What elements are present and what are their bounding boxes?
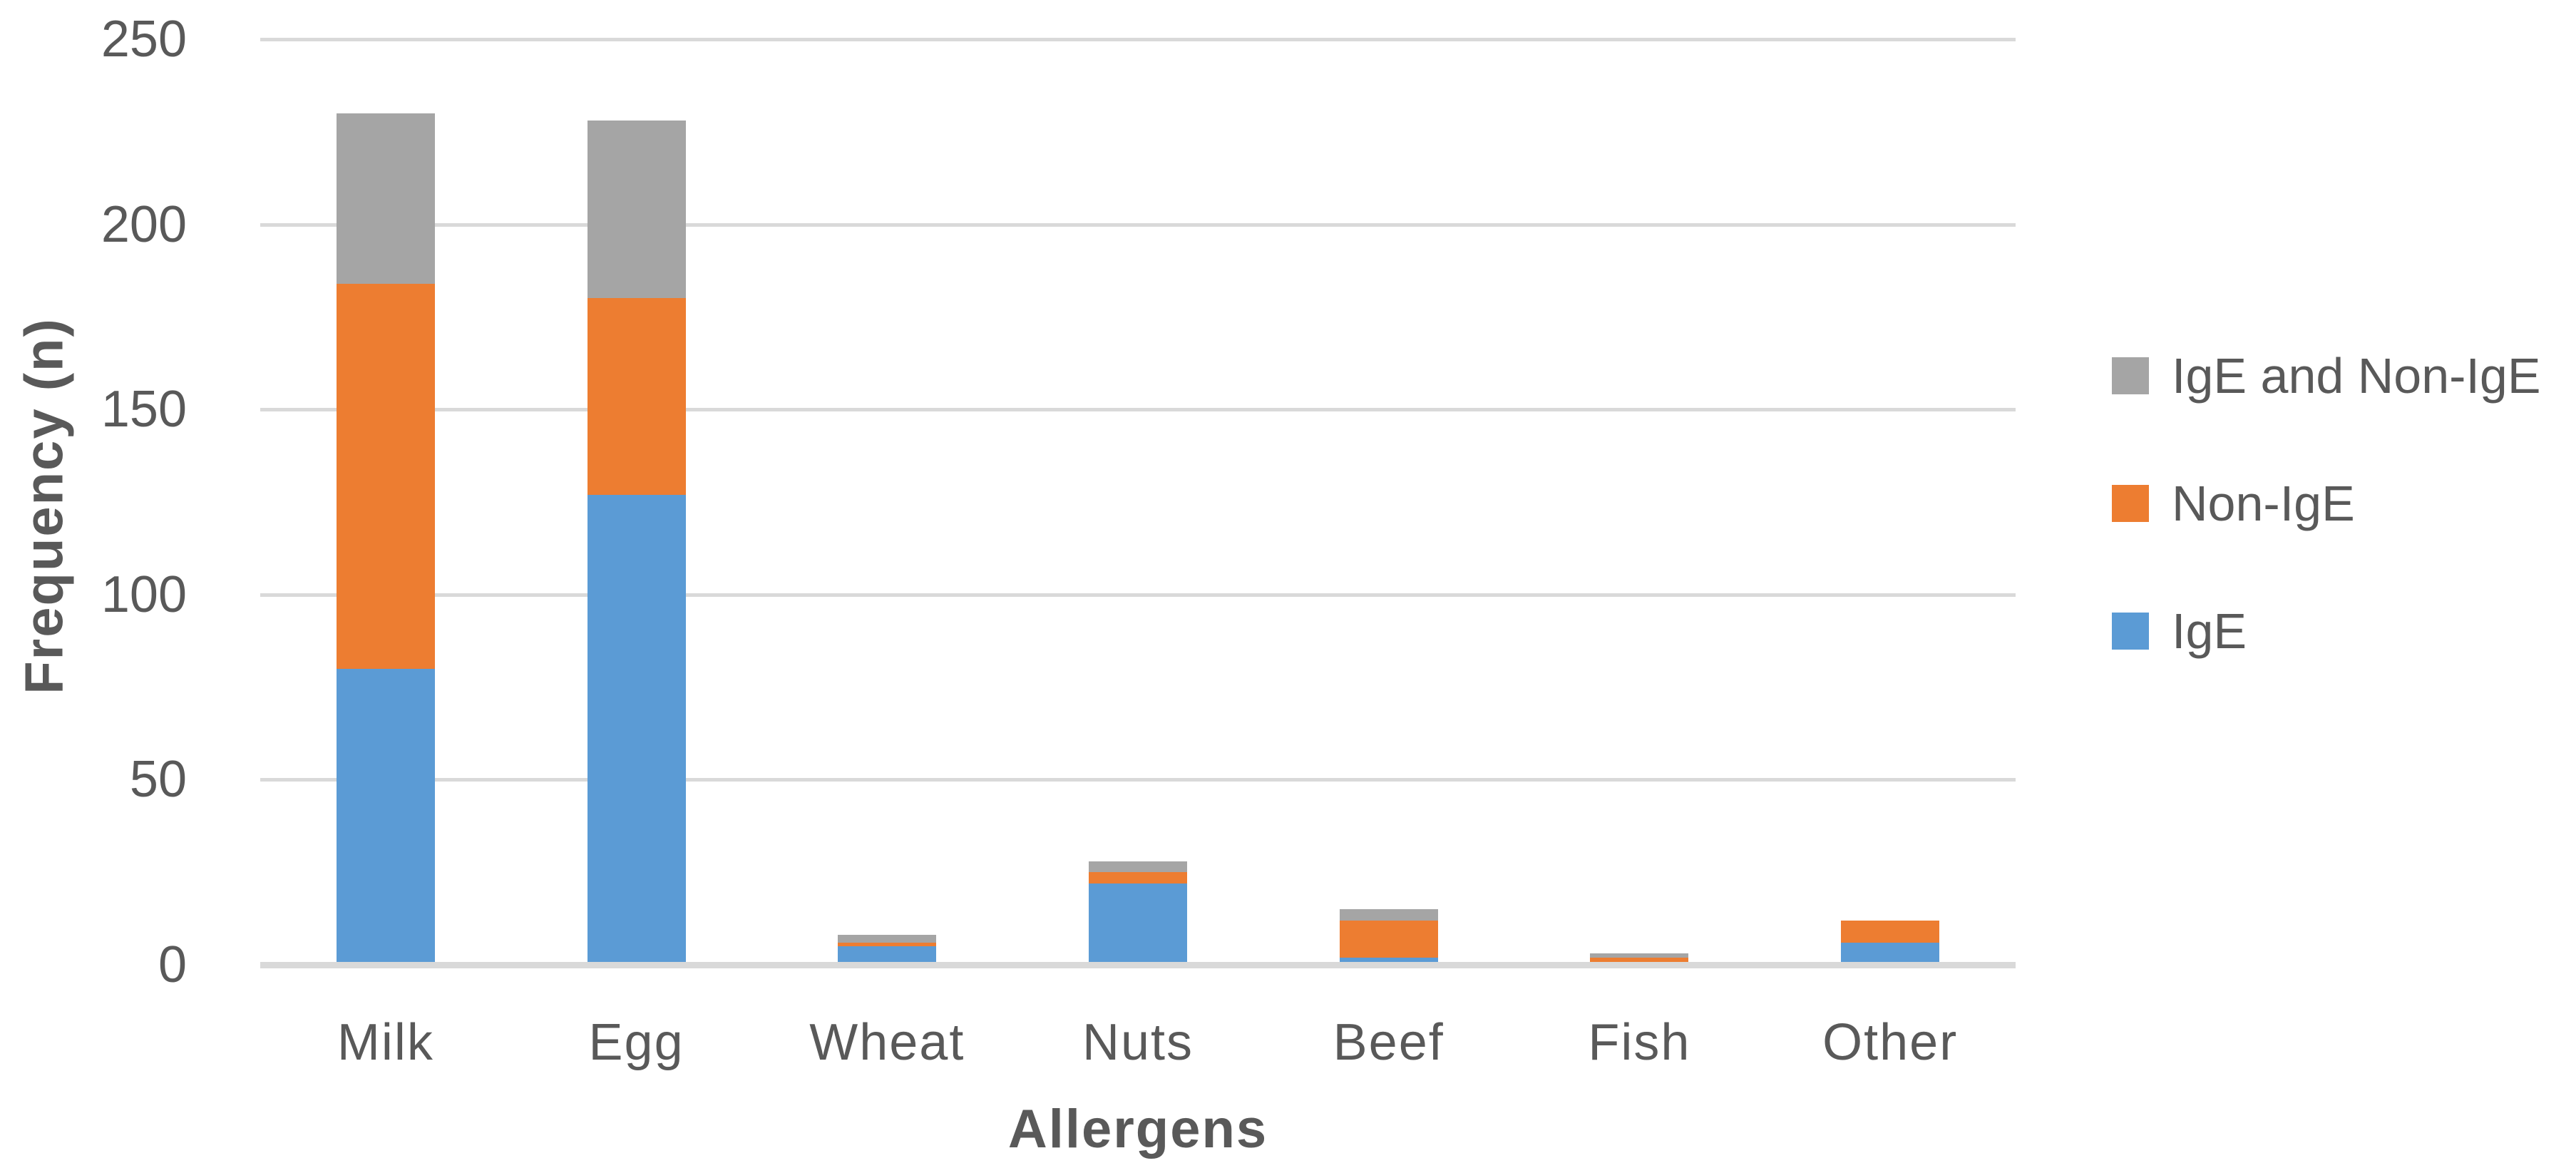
bar-segment-wheat-ige-and-non-ige — [838, 935, 937, 943]
bar-segment-egg-non-ige — [587, 298, 686, 495]
gridline-y-150 — [260, 408, 2016, 412]
gridline-y-200 — [260, 222, 2016, 227]
gridline-y-250 — [260, 38, 2016, 41]
plot-area — [260, 38, 2016, 965]
bar-segment-milk-ige-and-non-ige — [336, 113, 435, 284]
y-tick-label-250: 250 — [101, 11, 187, 68]
bar-segment-nuts-ige — [1089, 883, 1187, 965]
gridline-y-50 — [260, 778, 2016, 782]
legend-label: IgE and Non-IgE — [2172, 348, 2541, 404]
bar-segment-beef-non-ige — [1339, 920, 1438, 958]
legend-marker-icon — [2112, 357, 2149, 394]
y-tick-label-100: 100 — [101, 565, 187, 623]
legend-marker-icon — [2112, 613, 2149, 650]
legend-entry-ige-and-non-ige: IgE and Non-IgE — [2112, 348, 2541, 404]
bar-segment-egg-ige-and-non-ige — [587, 121, 686, 299]
x-category-label-egg: Egg — [588, 1014, 684, 1071]
x-axis-title: Allergens — [1007, 1099, 1268, 1159]
bar-segment-wheat-ige — [838, 946, 937, 965]
y-tick-label-150: 150 — [101, 381, 187, 439]
gridline-y-100 — [260, 593, 2016, 597]
x-category-label-beef: Beef — [1333, 1014, 1444, 1071]
legend-label: IgE — [2172, 603, 2247, 659]
bar-segment-wheat-non-ige — [838, 942, 937, 947]
legend: IgE and Non-IgE Non-IgE IgE — [2112, 0, 2575, 1173]
x-category-label-wheat: Wheat — [809, 1014, 965, 1071]
bar-segment-other-ige — [1841, 942, 1940, 965]
y-tick-label-0: 0 — [158, 936, 187, 993]
bar-segment-beef-ige — [1339, 957, 1438, 965]
legend-entry-non-ige: Non-IgE — [2112, 476, 2355, 531]
bar-segment-milk-ige — [336, 668, 435, 965]
bar-segment-beef-ige-and-non-ige — [1339, 909, 1438, 921]
x-category-label-milk: Milk — [337, 1014, 434, 1071]
x-category-label-other: Other — [1822, 1014, 1959, 1071]
bar-segment-milk-non-ige — [336, 283, 435, 669]
bar-segment-egg-ige — [587, 494, 686, 965]
bar-segment-nuts-non-ige — [1089, 872, 1187, 883]
legend-label: Non-IgE — [2172, 476, 2355, 531]
y-tick-label-50: 50 — [129, 751, 187, 809]
x-category-label-fish: Fish — [1588, 1014, 1691, 1071]
x-axis-line — [260, 962, 2016, 968]
y-tick-label-200: 200 — [101, 195, 187, 253]
legend-marker-icon — [2112, 485, 2149, 522]
bar-segment-fish-ige-and-non-ige — [1590, 953, 1689, 958]
bar-segment-nuts-ige-and-non-ige — [1089, 861, 1187, 873]
bar-segment-other-non-ige — [1841, 920, 1940, 943]
legend-entry-ige: IgE — [2112, 603, 2247, 659]
bar-segment-fish-non-ige — [1590, 957, 1689, 965]
x-category-label-nuts: Nuts — [1082, 1014, 1194, 1071]
